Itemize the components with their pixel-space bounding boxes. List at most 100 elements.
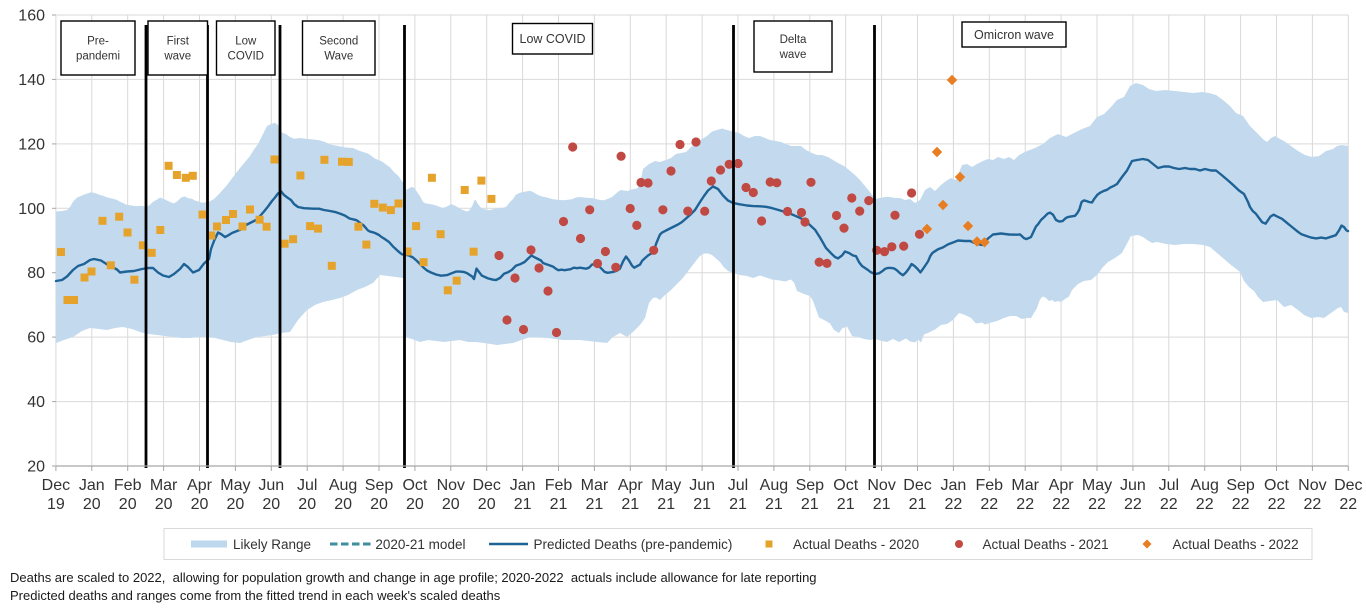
svg-text:Actual Deaths - 2022: Actual Deaths - 2022 xyxy=(1173,537,1299,552)
svg-text:Feb: Feb xyxy=(545,477,573,494)
svg-text:May: May xyxy=(651,477,681,494)
svg-text:20: 20 xyxy=(478,496,496,513)
svg-text:20: 20 xyxy=(442,496,460,513)
svg-text:Pre-: Pre- xyxy=(87,36,109,48)
svg-text:140: 140 xyxy=(18,72,45,89)
svg-text:Mar: Mar xyxy=(150,477,178,494)
svg-text:May: May xyxy=(220,477,250,494)
svg-text:First: First xyxy=(167,36,190,48)
svg-text:40: 40 xyxy=(27,394,45,411)
svg-text:20: 20 xyxy=(334,496,352,513)
svg-text:21: 21 xyxy=(909,496,927,513)
svg-text:Wave: Wave xyxy=(324,51,353,63)
svg-text:22: 22 xyxy=(1088,496,1106,513)
svg-text:Dec: Dec xyxy=(1334,477,1362,494)
svg-text:COVID: COVID xyxy=(228,51,264,63)
svg-text:22: 22 xyxy=(1052,496,1070,513)
svg-text:Low: Low xyxy=(235,36,257,48)
svg-text:2020-21 model: 2020-21 model xyxy=(375,537,465,552)
svg-text:Dec: Dec xyxy=(42,477,70,494)
svg-text:Jan: Jan xyxy=(941,477,967,494)
svg-text:20: 20 xyxy=(155,496,173,513)
svg-text:21: 21 xyxy=(801,496,819,513)
svg-text:Apr: Apr xyxy=(618,477,644,494)
svg-text:Low COVID: Low COVID xyxy=(520,32,586,46)
svg-text:20: 20 xyxy=(119,496,137,513)
svg-text:21: 21 xyxy=(873,496,891,513)
svg-text:Omicron wave: Omicron wave xyxy=(974,28,1054,42)
svg-text:20: 20 xyxy=(227,496,245,513)
svg-text:Jan: Jan xyxy=(79,477,105,494)
svg-text:Likely Range: Likely Range xyxy=(233,537,311,552)
svg-text:Actual Deaths - 2021: Actual Deaths - 2021 xyxy=(983,537,1109,552)
svg-text:Nov: Nov xyxy=(1298,477,1326,494)
svg-text:22: 22 xyxy=(1160,496,1178,513)
svg-text:20: 20 xyxy=(262,496,280,513)
svg-text:60: 60 xyxy=(27,330,45,347)
svg-text:22: 22 xyxy=(1268,496,1286,513)
svg-text:21: 21 xyxy=(657,496,675,513)
svg-text:Sep: Sep xyxy=(365,477,394,494)
svg-text:Mar: Mar xyxy=(581,477,609,494)
svg-text:wave: wave xyxy=(779,49,807,61)
svg-text:Jul: Jul xyxy=(297,477,317,494)
svg-text:80: 80 xyxy=(27,265,45,282)
svg-text:Delta: Delta xyxy=(780,34,807,46)
svg-text:Oct: Oct xyxy=(833,477,858,494)
svg-text:Deaths are scaled to 2022, al: Deaths are scaled to 2022, allowing for … xyxy=(10,570,817,585)
svg-text:May: May xyxy=(1082,477,1112,494)
svg-text:Predicted deaths and ranges co: Predicted deaths and ranges come from th… xyxy=(10,588,501,603)
svg-text:Jun: Jun xyxy=(258,477,284,494)
svg-text:Jan: Jan xyxy=(510,477,536,494)
svg-text:20: 20 xyxy=(83,496,101,513)
svg-text:Aug: Aug xyxy=(329,477,357,494)
svg-text:Oct: Oct xyxy=(402,477,427,494)
svg-text:Predicted Deaths (pre-pandemic: Predicted Deaths (pre-pandemic) xyxy=(534,537,733,552)
svg-text:Sep: Sep xyxy=(796,477,825,494)
svg-text:Feb: Feb xyxy=(114,477,142,494)
svg-text:21: 21 xyxy=(550,496,568,513)
svg-text:Jul: Jul xyxy=(1159,477,1179,494)
svg-text:Apr: Apr xyxy=(1049,477,1075,494)
svg-text:21: 21 xyxy=(621,496,639,513)
svg-text:22: 22 xyxy=(1124,496,1142,513)
svg-text:20: 20 xyxy=(27,459,45,476)
svg-text:Aug: Aug xyxy=(1190,477,1218,494)
svg-text:100: 100 xyxy=(18,201,45,218)
svg-text:21: 21 xyxy=(765,496,783,513)
svg-text:Aug: Aug xyxy=(760,477,788,494)
svg-text:120: 120 xyxy=(18,136,45,153)
svg-text:pandemi: pandemi xyxy=(76,51,120,63)
svg-text:22: 22 xyxy=(945,496,963,513)
svg-text:22: 22 xyxy=(1016,496,1034,513)
svg-text:22: 22 xyxy=(980,496,998,513)
svg-text:21: 21 xyxy=(837,496,855,513)
svg-text:20: 20 xyxy=(298,496,316,513)
svg-text:Second: Second xyxy=(319,36,358,48)
svg-text:Mar: Mar xyxy=(1011,477,1039,494)
svg-text:Dec: Dec xyxy=(472,477,500,494)
svg-text:21: 21 xyxy=(514,496,532,513)
svg-text:Jun: Jun xyxy=(1120,477,1146,494)
svg-text:Nov: Nov xyxy=(867,477,895,494)
svg-text:22: 22 xyxy=(1232,496,1250,513)
svg-text:Sep: Sep xyxy=(1226,477,1255,494)
svg-text:Apr: Apr xyxy=(187,477,213,494)
svg-text:22: 22 xyxy=(1196,496,1214,513)
svg-text:Jul: Jul xyxy=(728,477,748,494)
svg-text:160: 160 xyxy=(18,8,45,25)
svg-text:21: 21 xyxy=(693,496,711,513)
svg-text:19: 19 xyxy=(47,496,65,513)
svg-text:wave: wave xyxy=(163,51,191,63)
svg-text:21: 21 xyxy=(586,496,604,513)
svg-text:Dec: Dec xyxy=(903,477,931,494)
svg-text:20: 20 xyxy=(191,496,209,513)
svg-text:22: 22 xyxy=(1339,496,1357,513)
svg-text:21: 21 xyxy=(729,496,747,513)
svg-text:Nov: Nov xyxy=(437,477,465,494)
svg-text:22: 22 xyxy=(1304,496,1322,513)
svg-text:Oct: Oct xyxy=(1264,477,1289,494)
svg-text:Actual Deaths - 2020: Actual Deaths - 2020 xyxy=(793,537,919,552)
svg-text:20: 20 xyxy=(406,496,424,513)
svg-text:Jun: Jun xyxy=(689,477,715,494)
